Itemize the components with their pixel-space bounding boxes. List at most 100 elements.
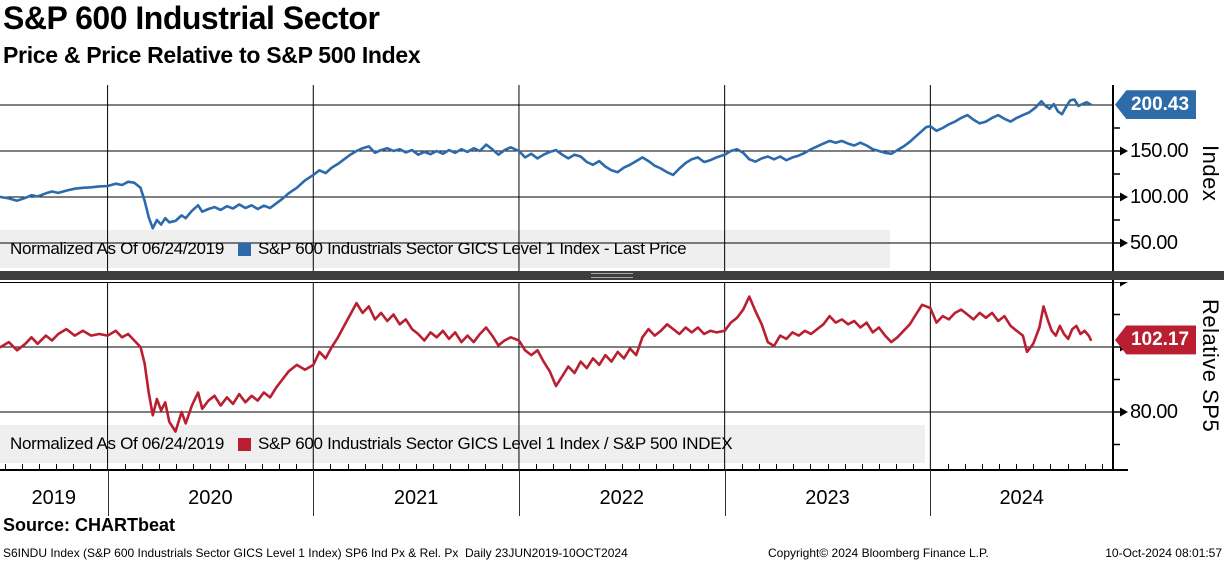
x-minor-tick	[673, 464, 675, 470]
x-year-label: 2021	[393, 487, 439, 509]
x-minor-tick	[1016, 464, 1018, 470]
x-year-separator	[930, 470, 932, 516]
index-axis-title: Index	[1198, 145, 1223, 202]
relative-series-label: S&P 600 Industrials Sector GICS Level 1 …	[257, 434, 733, 453]
x-minor-tick	[21, 464, 23, 470]
x-minor-tick	[947, 464, 949, 470]
x-year-separator	[724, 470, 726, 516]
x-minor-tick	[827, 464, 829, 470]
x-minor-tick	[364, 464, 366, 470]
separator-drag-handle[interactable]	[591, 273, 633, 278]
last-price-badge[interactable]: 102.17	[1115, 325, 1196, 355]
x-minor-tick	[56, 464, 58, 470]
x-axis-line	[0, 469, 1128, 471]
x-minor-tick	[159, 464, 160, 470]
index-series-swatch-icon	[237, 242, 251, 256]
x-minor-tick	[656, 464, 658, 470]
x-minor-tick	[210, 464, 212, 470]
x-year-label: 2024	[999, 487, 1044, 509]
x-minor-tick	[347, 464, 349, 470]
x-minor-tick	[896, 464, 898, 470]
x-minor-tick	[1033, 464, 1035, 470]
x-minor-tick	[450, 464, 452, 470]
page-title: S&P 600 Industrial Sector	[3, 0, 380, 36]
footer-ticker-description: S6INDU Index (S&P 600 Industrials Sector…	[3, 546, 628, 560]
x-minor-tick	[1101, 464, 1103, 470]
x-minor-tick	[227, 464, 229, 470]
x-minor-tick	[793, 464, 795, 470]
x-minor-tick	[176, 464, 178, 470]
x-year-separator	[107, 470, 109, 516]
x-minor-tick	[141, 464, 143, 470]
x-minor-tick	[707, 464, 709, 470]
x-minor-tick	[844, 464, 846, 470]
x-minor-tick	[296, 464, 298, 470]
last-price-badge[interactable]: 200.43	[1115, 90, 1196, 119]
x-minor-tick	[467, 464, 469, 470]
x-minor-tick	[261, 464, 263, 470]
relative-legend-background	[0, 425, 925, 463]
panel-separator[interactable]	[0, 271, 1224, 280]
x-minor-tick	[913, 464, 915, 470]
x-minor-tick	[1084, 464, 1086, 470]
index-price-panel[interactable]	[0, 85, 1224, 271]
x-year-label: 2022	[599, 487, 645, 509]
x-year-label: 2023	[805, 487, 850, 509]
x-minor-tick	[416, 464, 418, 470]
x-year-label: 2020	[188, 487, 233, 509]
x-minor-tick	[810, 464, 812, 470]
y-tick-label: 50.00	[1130, 232, 1178, 254]
x-minor-tick	[1050, 464, 1052, 470]
source-label: Source: CHARTbeat	[3, 515, 176, 535]
relative-legend[interactable]: Normalized As Of 06/24/2019 S&P 600 Indu…	[0, 425, 733, 463]
relative-series-swatch-icon	[237, 437, 251, 451]
x-minor-tick	[758, 464, 760, 470]
x-minor-tick	[587, 464, 589, 470]
x-minor-tick	[501, 464, 503, 470]
footer-copyright: Copyright© 2024 Bloomberg Finance L.P.	[768, 546, 989, 560]
y-tick-label: 150.00	[1130, 140, 1189, 162]
x-minor-tick	[638, 464, 640, 470]
x-minor-tick	[964, 464, 966, 470]
footer-timestamp: 10-Oct-2024 08:01:57	[1105, 546, 1222, 560]
x-minor-tick	[381, 464, 383, 470]
y-tick-label: 100.00	[1130, 186, 1189, 208]
x-minor-tick	[193, 464, 195, 470]
x-minor-tick	[981, 464, 983, 470]
x-minor-tick	[4, 464, 6, 470]
x-minor-tick	[330, 464, 332, 470]
x-minor-tick	[484, 464, 486, 470]
y-tick-label: 80.00	[1130, 401, 1178, 423]
x-minor-tick	[39, 464, 40, 470]
x-minor-tick	[536, 464, 538, 470]
x-minor-tick	[553, 464, 555, 470]
x-minor-tick	[244, 464, 246, 470]
footer-bar: S6INDU Index (S&P 600 Industrials Sector…	[3, 546, 1222, 562]
x-minor-tick	[690, 464, 692, 470]
index-legend-background	[0, 230, 890, 268]
x-year-separator	[313, 470, 315, 516]
x-minor-tick	[998, 464, 1000, 470]
x-minor-tick	[279, 464, 280, 470]
x-minor-tick	[741, 464, 743, 470]
relative-axis-title: Relative SP5	[1198, 299, 1223, 433]
x-minor-tick	[399, 464, 400, 470]
x-minor-tick	[776, 464, 778, 470]
x-minor-tick	[604, 464, 606, 470]
x-minor-tick	[1067, 464, 1069, 470]
normalized-as-of-label: Normalized As Of 06/24/2019	[10, 434, 224, 453]
x-minor-tick	[878, 464, 880, 470]
x-minor-tick	[90, 464, 92, 470]
x-minor-tick	[124, 464, 126, 470]
x-minor-tick	[861, 464, 863, 470]
x-year-label: 2019	[31, 487, 77, 509]
index-legend[interactable]: Normalized As Of 06/24/2019 S&P 600 Indu…	[0, 230, 687, 268]
x-year-separator	[519, 470, 520, 516]
x-minor-tick	[570, 464, 572, 470]
normalized-as-of-label: Normalized As Of 06/24/2019	[10, 239, 224, 258]
x-minor-tick	[621, 464, 623, 470]
index-series-label: S&P 600 Industrials Sector GICS Level 1 …	[257, 239, 687, 258]
x-minor-tick	[433, 464, 435, 470]
x-minor-tick	[73, 464, 75, 470]
